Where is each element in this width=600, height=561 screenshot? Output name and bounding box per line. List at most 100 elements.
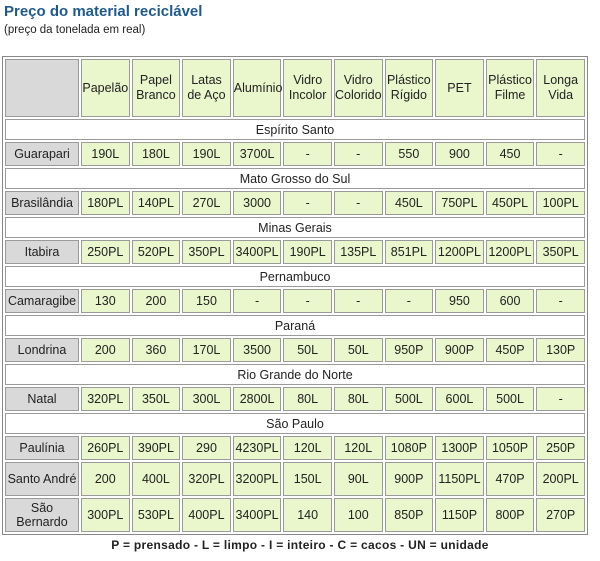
price-cell: 135PL: [333, 240, 383, 264]
column-header: Alumínio: [232, 59, 282, 117]
price-cell: 1200PL: [485, 240, 535, 264]
price-cell: 1300P: [435, 436, 484, 460]
price-cell: 900: [435, 142, 484, 166]
price-cell: 120L: [283, 436, 332, 460]
state-row: Paraná: [5, 315, 585, 336]
city-name: Guarapari: [5, 142, 79, 166]
price-cell: 450L: [384, 191, 434, 215]
price-cell: 520PL: [131, 240, 181, 264]
city-name: Itabira: [5, 240, 79, 264]
price-cell: -: [283, 289, 332, 313]
state-row: Rio Grande do Norte: [5, 364, 585, 385]
price-cell: 50L: [333, 338, 383, 362]
price-cell: 150L: [283, 462, 332, 496]
price-cell: 350PL: [536, 240, 585, 264]
state-name: São Paulo: [5, 413, 585, 434]
price-cell: 950: [435, 289, 484, 313]
price-cell: -: [536, 387, 585, 411]
table-body: Espírito Santo Guarapari 190L 180L 190L 3700L…: [5, 119, 585, 532]
price-cell: -: [333, 289, 383, 313]
state-row: Espírito Santo: [5, 119, 585, 140]
price-cell: 4230PL: [232, 436, 282, 460]
column-header: Vidro Incolor: [283, 59, 332, 117]
corner-cell: [5, 59, 79, 117]
price-cell: 3400PL: [232, 240, 282, 264]
city-name: Londrina: [5, 338, 79, 362]
price-cell: -: [283, 191, 332, 215]
state-name: Rio Grande do Norte: [5, 364, 585, 385]
price-cell: 190L: [182, 142, 231, 166]
price-cell: 1150P: [435, 498, 484, 532]
price-cell: 500L: [384, 387, 434, 411]
price-cell: 550: [384, 142, 434, 166]
price-cell: -: [232, 289, 282, 313]
state-row: Minas Gerais: [5, 217, 585, 238]
price-cell: 180PL: [81, 191, 130, 215]
price-cell: -: [536, 289, 585, 313]
city-name: Camaragibe: [5, 289, 79, 313]
column-header: Plástico Filme: [485, 59, 535, 117]
header-row: Papelão Papel Branco Latas de Aço Alumín…: [5, 59, 585, 117]
page-title: Preço do material reciclável: [4, 3, 203, 20]
price-cell: 2800L: [232, 387, 282, 411]
price-cell: 950P: [384, 338, 434, 362]
legend: P = prensado - L = limpo - I = inteiro -…: [111, 538, 489, 552]
price-cell: 100: [333, 498, 383, 532]
price-cell: 300PL: [81, 498, 130, 532]
price-cell: 3500: [232, 338, 282, 362]
column-header: Longa Vida: [536, 59, 585, 117]
price-cell: 120L: [333, 436, 383, 460]
price-cell: 80L: [333, 387, 383, 411]
price-cell: 500L: [485, 387, 535, 411]
city-name: São Bernardo: [5, 498, 79, 532]
table-row: Camaragibe 130 200 150- - - -950 600-: [5, 289, 585, 313]
price-cell: 3000: [232, 191, 282, 215]
price-cell: 170L: [182, 338, 231, 362]
price-cell: 260PL: [81, 436, 130, 460]
page-subtitle: (preço da tonelada em real): [4, 24, 146, 36]
price-cell: 140: [283, 498, 332, 532]
table-row: Brasilândia 180PL 140PL 270L 3000- -450L 750PL…: [5, 191, 585, 215]
price-cell: 130P: [536, 338, 585, 362]
price-cell: 130: [81, 289, 130, 313]
price-table-container: Papelão Papel Branco Latas de Aço Alumín…: [2, 56, 588, 535]
price-cell: 200: [81, 338, 130, 362]
city-name: Brasilândia: [5, 191, 79, 215]
state-name: Paraná: [5, 315, 585, 336]
price-cell: 400L: [131, 462, 181, 496]
price-cell: 1200PL: [435, 240, 484, 264]
table-row: Londrina 200 360 170L 3500 50L 50L 950P 900P 450P…: [5, 338, 585, 362]
price-cell: -: [536, 142, 585, 166]
price-cell: 140PL: [131, 191, 181, 215]
price-cell: 600: [485, 289, 535, 313]
price-cell: 270P: [536, 498, 585, 532]
price-cell: 1150PL: [435, 462, 484, 496]
column-header: Latas de Aço: [182, 59, 231, 117]
price-cell: 900P: [435, 338, 484, 362]
price-cell: 600L: [435, 387, 484, 411]
city-name: Paulínia: [5, 436, 79, 460]
price-cell: 190PL: [283, 240, 332, 264]
price-cell: 270L: [182, 191, 231, 215]
price-cell: 200: [131, 289, 181, 313]
state-name: Mato Grosso do Sul: [5, 168, 585, 189]
table-row: Natal 320PL 350L 300L 2800L 80L 80L 500L 600L 500…: [5, 387, 585, 411]
price-cell: 150: [182, 289, 231, 313]
price-cell: 100PL: [536, 191, 585, 215]
price-cell: 320PL: [81, 387, 130, 411]
price-cell: 470P: [485, 462, 535, 496]
price-cell: 350PL: [182, 240, 231, 264]
price-cell: 80L: [283, 387, 332, 411]
price-cell: 1080P: [384, 436, 434, 460]
price-table: Papelão Papel Branco Latas de Aço Alumín…: [2, 56, 588, 535]
price-cell: 400PL: [182, 498, 231, 532]
price-cell: -: [384, 289, 434, 313]
price-cell: 900P: [384, 462, 434, 496]
price-cell: 750PL: [435, 191, 484, 215]
table-row: Santo André 200 400L 320PL 3200PL 150L 90L 900P…: [5, 462, 585, 496]
price-cell: 190L: [81, 142, 130, 166]
price-cell: 250P: [536, 436, 585, 460]
price-cell: -: [333, 191, 383, 215]
column-header: PET: [435, 59, 484, 117]
column-header: Plástico Rígido: [384, 59, 434, 117]
